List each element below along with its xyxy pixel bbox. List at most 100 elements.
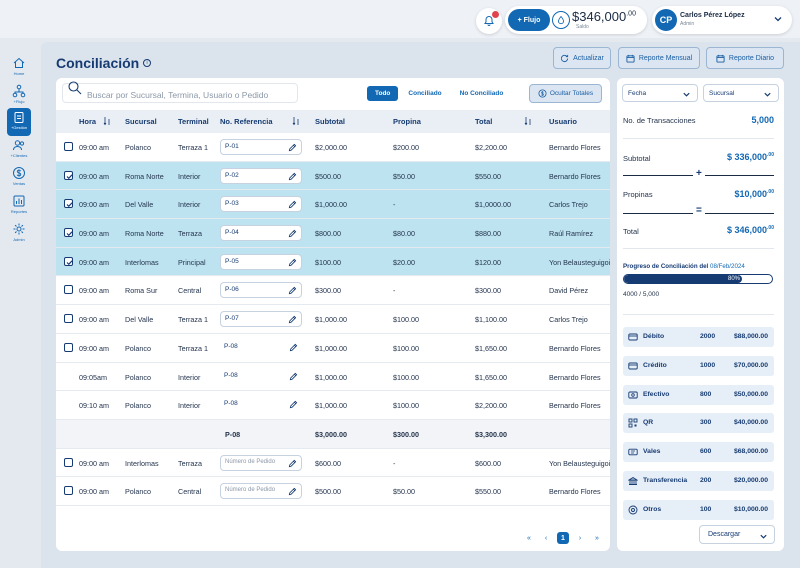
hide-totals-button[interactable]: Ocultar Totales — [529, 84, 602, 103]
edit-icon[interactable] — [289, 343, 298, 352]
payment-method-row[interactable]: Otros 100 $10,000.00 — [623, 499, 774, 520]
sidebar-item-flujo[interactable]: +Flujo — [7, 82, 31, 110]
col-propina[interactable]: Propina — [393, 117, 421, 126]
payment-method-row[interactable]: Vales 600 $68,000.00 — [623, 442, 774, 463]
branch-filter-dropdown[interactable]: Sucursal — [703, 84, 779, 102]
sidebar-item-reportes[interactable]: Reportes — [7, 192, 31, 220]
col-referencia[interactable]: No. Referencia — [220, 117, 273, 126]
sort-icon[interactable] — [103, 116, 111, 126]
table-row[interactable]: 09:00 am Polanco Central Número de Pedido $5… — [56, 477, 610, 506]
cell-subtotal: $100.00 — [315, 257, 341, 267]
row-checkbox[interactable] — [64, 256, 73, 266]
table-row[interactable]: 09:10 am Polanco Interior P-08 $1,000.00 $100… — [56, 391, 610, 420]
cell-sucursal: Polanco — [125, 343, 151, 353]
info-icon[interactable]: i — [143, 59, 151, 67]
table-row[interactable]: 09:00 am Interlomas Terraza Número de Pedid… — [56, 449, 610, 478]
table-row[interactable]: 09:00 am Del Valle Terraza 1 P-07 $1,000.00 $… — [56, 305, 610, 334]
edit-icon[interactable] — [288, 286, 297, 295]
cell-hora: 09:00 am — [79, 343, 109, 353]
edit-icon[interactable] — [288, 229, 297, 238]
tab-conciliado[interactable]: Conciliado — [408, 90, 442, 97]
edit-icon[interactable] — [288, 258, 297, 267]
edit-icon[interactable] — [288, 487, 297, 496]
user-menu[interactable]: CP Carlos Pérez López Admin — [652, 6, 792, 34]
reference-input[interactable]: Número de Pedido — [220, 483, 302, 500]
download-dropdown[interactable]: Descargar — [699, 525, 775, 544]
last-page-button[interactable]: » — [595, 534, 599, 542]
prev-page-button[interactable]: ‹ — [544, 534, 548, 542]
reference-input[interactable]: P-07 — [220, 311, 302, 328]
payment-method-row[interactable]: QR 300 $40,000.00 — [623, 413, 774, 434]
table-row[interactable]: 09:00 am Polanco Terraza 1 P-08 $1,000.00 $10… — [56, 334, 610, 363]
table-row[interactable]: 09:00 am Roma Sur Central P-06 $300.00 - $300.… — [56, 276, 610, 306]
table-row[interactable]: 09:00 am Roma Norte Terraza P-04 $800.00 $80.… — [56, 219, 610, 248]
row-checkbox[interactable] — [64, 142, 73, 151]
row-checkbox[interactable] — [64, 486, 73, 496]
table-row[interactable]: 09:00 am Roma Norte Interior P-02 $500.00 $50… — [56, 161, 610, 191]
col-usuario[interactable]: Usuario — [549, 117, 577, 126]
reference-input[interactable]: P-02 — [220, 167, 302, 184]
col-hora[interactable]: Hora — [79, 117, 97, 126]
col-sucursal[interactable]: Sucursal — [125, 117, 157, 126]
drop-icon[interactable] — [552, 11, 570, 29]
payment-method-row[interactable]: Crédito 1000 $70,000.00 — [623, 355, 774, 376]
reference-input[interactable]: P-08 — [220, 340, 302, 356]
sort-icon[interactable] — [524, 116, 532, 126]
first-page-button[interactable]: « — [527, 534, 531, 542]
sidebar-item-admin[interactable]: Admin — [7, 220, 31, 248]
sidebar-item-ventas[interactable]: Ventas — [7, 164, 31, 192]
payment-method-row[interactable]: Efectivo 800 $50,000.00 — [623, 384, 774, 405]
sort-icon[interactable] — [292, 116, 300, 126]
monthly-report-button[interactable]: Reporte Mensual — [618, 47, 700, 69]
payment-method-row[interactable]: Transferencia 200 $20,000.00 — [623, 471, 774, 491]
date-filter-dropdown[interactable]: Fecha — [622, 84, 698, 102]
col-total[interactable]: Total — [475, 117, 493, 126]
tab-no-conciliado[interactable]: No Conciliado — [459, 90, 504, 97]
row-checkbox[interactable] — [64, 199, 73, 209]
edit-icon[interactable] — [289, 372, 298, 381]
tab-todo[interactable]: Todo — [367, 86, 399, 101]
table-row[interactable]: 09:00 am Polanco Terraza 1 P-01 $2,000.00 $20… — [56, 133, 610, 162]
reference-input[interactable]: P-08 — [220, 397, 302, 413]
edit-icon[interactable] — [289, 400, 298, 409]
daily-report-button[interactable]: Reporte Diario — [706, 47, 784, 69]
cell-usuario: Carlos Trejo — [549, 315, 588, 325]
row-checkbox[interactable] — [64, 228, 73, 238]
row-checkbox[interactable] — [64, 342, 73, 352]
edit-icon[interactable] — [288, 459, 297, 468]
next-page-button[interactable]: › — [578, 534, 582, 542]
payment-method-row[interactable]: Débito 2000 $88,000.00 — [623, 327, 774, 347]
col-terminal[interactable]: Terminal — [178, 117, 209, 126]
table-row[interactable]: 09:00 am Del Valle Interior P-03 $1,000.00 - $… — [56, 190, 610, 220]
edit-icon[interactable] — [288, 315, 297, 324]
row-checkbox[interactable] — [64, 170, 73, 180]
table-row[interactable]: 09:00 am Interlomas Principal P-05 $100.00 $2… — [56, 247, 610, 277]
sidebar-item-home[interactable]: Home — [7, 54, 31, 82]
edit-icon[interactable] — [288, 172, 297, 181]
add-flujo-button[interactable]: + Flujo — [508, 9, 550, 31]
reference-input[interactable]: P-04 — [220, 225, 302, 242]
edit-icon[interactable] — [288, 143, 297, 152]
sidebar-item-clientes[interactable]: +Clientes — [7, 136, 31, 164]
row-checkbox[interactable] — [64, 285, 73, 295]
edit-icon[interactable] — [288, 200, 297, 209]
reference-input[interactable]: P-08 — [220, 369, 302, 385]
cell-usuario: Bernardo Flores — [549, 171, 601, 181]
reference-input[interactable]: P-06 — [220, 282, 302, 299]
col-subtotal[interactable]: Subtotal — [315, 117, 345, 126]
row-checkbox[interactable] — [64, 457, 73, 467]
sidebar-item-gestion[interactable]: +Gestión — [7, 108, 31, 136]
refresh-button[interactable]: Actualizar — [553, 47, 611, 69]
reference-input[interactable]: P-03 — [220, 196, 302, 213]
cell-propina: - — [393, 286, 396, 296]
reference-input[interactable]: P-05 — [220, 253, 302, 270]
notification-button[interactable] — [476, 8, 502, 34]
table-row[interactable]: 09:05am Polanco Interior P-08 $1,000.00 $100.… — [56, 363, 610, 392]
row-checkbox[interactable] — [64, 314, 73, 324]
reference-input[interactable]: Número de Pedido — [220, 454, 302, 471]
page-1-button[interactable]: 1 — [557, 532, 569, 544]
cell-terminal: Terraza — [178, 458, 202, 468]
group-total-row[interactable]: P-08 $3,000.00 $300.00 $3,300.00 — [56, 419, 610, 449]
search-input[interactable]: Buscar por Sucursal, Termina, Usuario o … — [62, 81, 298, 103]
reference-input[interactable]: P-01 — [220, 139, 302, 155]
